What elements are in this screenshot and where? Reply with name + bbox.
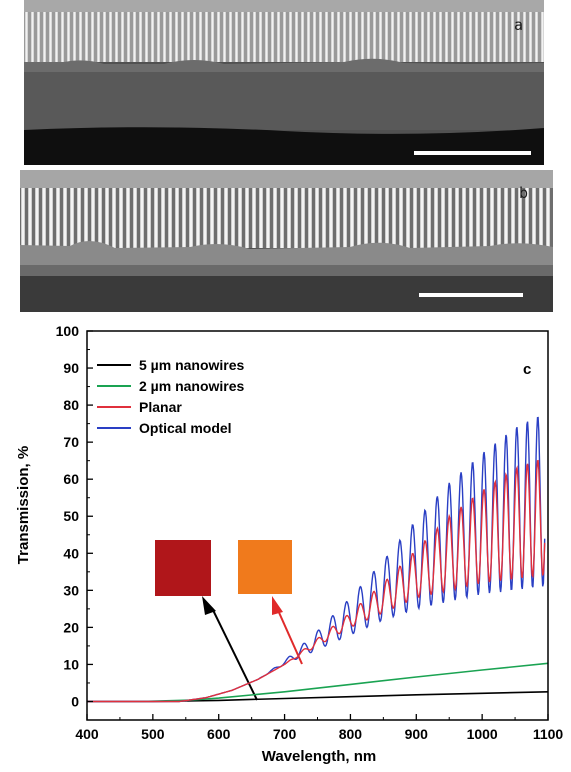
legend-label-2: 2 µm nanowires — [139, 378, 245, 394]
x-tick-label: 1100 — [533, 726, 564, 742]
x-tick-label: 700 — [273, 726, 297, 742]
inset-swatch-orange — [238, 540, 292, 594]
series-line-3 — [87, 459, 546, 703]
panel-label-b: b — [519, 184, 529, 202]
y-tick-label: 30 — [63, 582, 79, 598]
x-tick-label: 400 — [75, 726, 99, 742]
legend: 5 µm nanowires 2 µm nanowires Planar Optica… — [97, 357, 245, 436]
arrow-head-red — [272, 596, 283, 615]
panel-label-c: c — [523, 361, 531, 378]
y-tick-label: 80 — [63, 397, 79, 413]
series-line-1 — [87, 691, 549, 703]
inset-swatches — [155, 540, 303, 701]
sem-image-a: a — [24, 0, 544, 165]
scale-bar-a — [414, 151, 531, 155]
y-tick-label: 20 — [63, 619, 79, 635]
y-axis-label: Transmission, % — [15, 446, 32, 564]
legend-label-1: 5 µm nanowires — [139, 357, 245, 373]
x-tick-label: 500 — [141, 726, 165, 742]
transmission-chart: 400 500 600 700 800 900 1000 1100 0 10 20 30 40 50 60 7… — [15, 323, 564, 765]
x-tick-label: 800 — [339, 726, 363, 742]
arrow-head-black — [202, 596, 216, 615]
sem-image-b: b — [20, 170, 553, 312]
y-tick-label: 70 — [63, 434, 79, 450]
inset-swatch-dark-red — [155, 540, 211, 596]
x-tick-label: 900 — [405, 726, 429, 742]
series-line-2 — [139, 662, 549, 703]
x-tick-label: 600 — [207, 726, 231, 742]
axis-ticks: 400 500 600 700 800 900 1000 1100 0 10 20 30 40 50 60 7… — [56, 323, 564, 742]
panel-label-a: a — [514, 16, 524, 34]
legend-label-3: Planar — [139, 399, 182, 415]
y-tick-label: 40 — [63, 545, 79, 561]
y-tick-label: 60 — [63, 471, 79, 487]
x-axis-label: Wavelength, nm — [262, 748, 376, 765]
series-layer — [87, 416, 549, 703]
y-tick-label: 50 — [63, 508, 79, 524]
y-tick-label: 0 — [71, 693, 79, 709]
scale-bar-b — [419, 293, 523, 297]
y-tick-label: 100 — [56, 323, 80, 339]
arrow-red — [276, 607, 303, 665]
y-tick-label: 90 — [63, 360, 79, 376]
y-tick-label: 10 — [63, 656, 79, 672]
x-tick-label: 1000 — [467, 726, 498, 742]
arrow-black — [211, 607, 258, 701]
legend-label-4: Optical model — [139, 420, 232, 436]
